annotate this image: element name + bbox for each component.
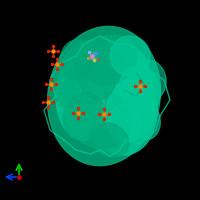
- Polygon shape: [119, 66, 160, 114]
- Polygon shape: [110, 36, 150, 76]
- Polygon shape: [63, 93, 105, 139]
- Polygon shape: [48, 26, 160, 166]
- Polygon shape: [108, 104, 140, 144]
- Polygon shape: [56, 40, 128, 128]
- Polygon shape: [91, 123, 129, 157]
- Polygon shape: [128, 100, 160, 140]
- Polygon shape: [76, 40, 116, 100]
- Polygon shape: [54, 60, 86, 108]
- Polygon shape: [75, 45, 157, 155]
- Polygon shape: [105, 78, 155, 142]
- Polygon shape: [83, 35, 137, 85]
- Polygon shape: [134, 60, 166, 100]
- Polygon shape: [68, 92, 132, 148]
- Polygon shape: [89, 41, 151, 111]
- Polygon shape: [56, 60, 104, 140]
- Polygon shape: [60, 40, 92, 80]
